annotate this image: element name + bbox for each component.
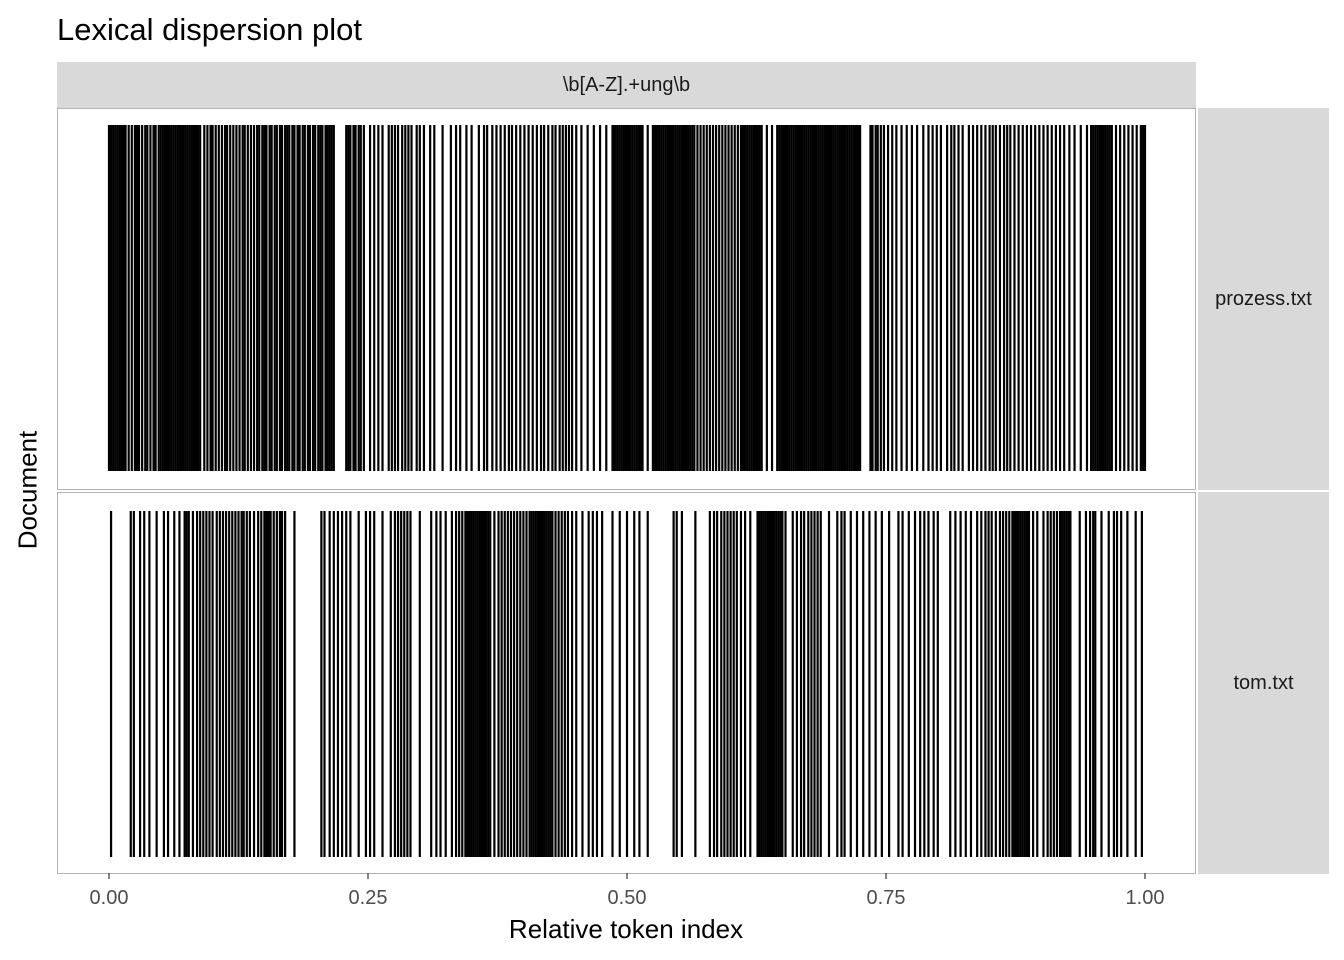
document-label-prozess: prozess.txt	[1215, 287, 1312, 310]
y-axis-title: Document	[12, 430, 43, 550]
facet-strip-top: \b[A-Z].+ung\b	[57, 62, 1196, 108]
x-tick-label: 0.25	[349, 887, 388, 909]
panel-prozess	[57, 108, 1196, 490]
chart-title: Lexical dispersion plot	[57, 12, 363, 47]
x-tick-label: 0.50	[608, 887, 647, 909]
x-tick-label: 1.00	[1126, 887, 1165, 909]
x-axis: 0.00 0.25 0.50 0.75 1.00	[57, 873, 1196, 913]
facet-strip-tom: tom.txt	[1198, 492, 1329, 874]
facet-strip-prozess: prozess.txt	[1198, 108, 1329, 490]
facet-label: \b[A-Z].+ung\b	[562, 73, 691, 96]
x-axis-title: Relative token index	[508, 914, 744, 944]
dispersion-bars-prozess	[107, 125, 1147, 471]
x-axis-ticks: 0.00 0.25 0.50 0.75 1.00	[90, 873, 1165, 909]
document-label-tom: tom.txt	[1233, 671, 1294, 694]
x-tick-label: 0.75	[867, 887, 906, 909]
x-tick-label: 0.00	[90, 887, 129, 909]
panel-tom	[57, 492, 1196, 874]
dispersion-bars-tom	[109, 511, 1143, 857]
